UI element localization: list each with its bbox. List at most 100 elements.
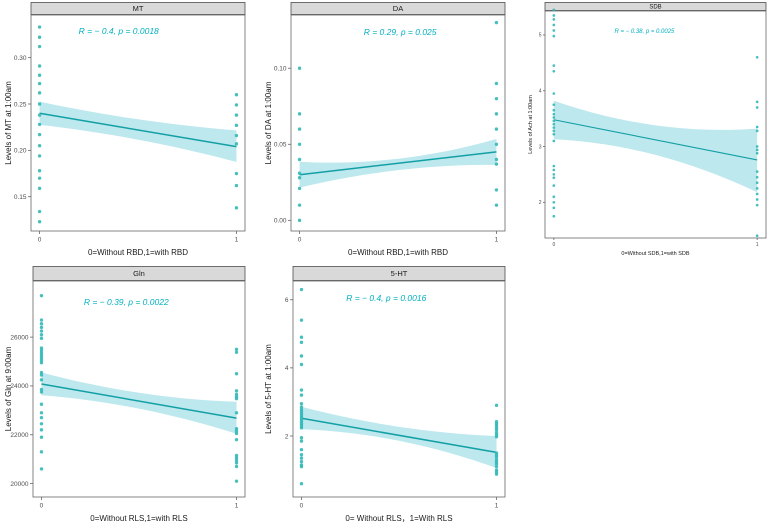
series-1-points	[234, 93, 239, 210]
data-point	[37, 209, 42, 214]
data-point	[234, 389, 239, 393]
data-point	[552, 126, 556, 129]
data-point	[494, 403, 499, 408]
regression-line	[41, 383, 237, 419]
y-tick-label: 22000	[10, 432, 28, 439]
panel-gln: Gln R = − 0.39, p = 0.0022 20000 22000 24000…	[2, 266, 254, 524]
data-point	[755, 198, 759, 201]
facet-strip	[292, 266, 506, 281]
data-point	[234, 431, 239, 436]
correlation-annotation: R = − 0.4, p = 0.0016	[346, 293, 426, 303]
data-point	[37, 154, 42, 158]
data-point	[552, 200, 556, 204]
panel-title: DA	[393, 4, 403, 13]
data-point	[552, 14, 556, 17]
panel-svg-sdb: SDB R = − 0.38, p = 0.0025 2 3 4 5 0 1 0=Without…	[528, 2, 767, 257]
data-point	[39, 373, 44, 377]
x-axis-title: 0=Without SDB,1=with SDB	[621, 251, 690, 257]
data-point	[299, 405, 304, 409]
data-point	[37, 73, 42, 77]
data-point	[234, 372, 239, 376]
data-point	[297, 142, 302, 146]
y-tick-label: 26000	[10, 334, 28, 341]
x-axis-title: 0=Without RLS,1=with RLS	[90, 514, 187, 523]
y-tick-label: 24000	[10, 383, 28, 390]
panel-mt: MT R = − 0.4, p = 0.0018 0.15 0.20 0.25 0.30 0…	[2, 2, 254, 258]
data-point	[39, 467, 44, 471]
data-point	[299, 482, 304, 486]
data-point	[755, 234, 759, 238]
panel-da: DA R = 0.29, p = 0.025 0.00 0.05 0.10 0 1 0=Wit…	[262, 2, 514, 258]
data-point	[39, 318, 44, 322]
data-point	[494, 142, 499, 146]
data-point	[234, 426, 239, 431]
data-point	[39, 329, 44, 333]
y-tick-label: 4	[539, 89, 542, 95]
y-axis-title: Levels of MT at 1:00am	[4, 81, 13, 165]
data-point	[552, 108, 556, 112]
data-point	[494, 435, 499, 439]
y-tick-label: 2	[539, 200, 542, 206]
data-point	[552, 184, 556, 187]
data-point	[299, 335, 304, 339]
data-point	[234, 396, 239, 401]
data-point	[234, 464, 239, 469]
data-point	[234, 350, 239, 354]
data-point	[234, 183, 239, 188]
data-point	[755, 55, 759, 59]
data-point	[755, 125, 759, 129]
data-point	[39, 351, 44, 355]
data-point	[552, 206, 556, 210]
series-1-points	[234, 347, 239, 483]
x-tick-label: 0	[38, 237, 42, 244]
confidence-band	[301, 406, 497, 469]
data-point	[297, 157, 302, 162]
panel-5-ht: 5-HT R = − 0.4, p = 0.0016 2 4 6 0 1 0= Without…	[262, 266, 514, 524]
data-point	[494, 472, 499, 476]
data-point	[37, 220, 42, 224]
x-tick-label: 1	[495, 237, 499, 244]
y-axis-title: Levels of DA at 1:00am	[264, 81, 273, 164]
regression-line	[553, 119, 758, 161]
y-tick-label: 0.20	[14, 148, 27, 155]
data-point	[552, 34, 556, 38]
data-point	[299, 447, 304, 452]
data-point	[234, 479, 239, 483]
panel-svg-da: DA R = 0.29, p = 0.025 0.00 0.05 0.10 0 1 0=Wit…	[264, 2, 506, 257]
data-point	[39, 435, 44, 439]
data-point	[494, 188, 499, 192]
data-point	[299, 362, 304, 367]
x-tick-label: 1	[235, 503, 239, 510]
y-tick-label: 2	[285, 433, 289, 440]
data-point	[494, 162, 499, 166]
data-point	[299, 318, 304, 322]
x-tick-label: 1	[495, 503, 499, 510]
data-point	[755, 148, 759, 152]
panel-title: Gln	[133, 269, 145, 278]
data-point	[494, 464, 499, 469]
series-1-points	[494, 20, 499, 207]
y-tick-label: 5	[539, 33, 542, 39]
y-axis-title: Levels of 5-HT at 1:00am	[264, 344, 273, 434]
data-point	[37, 102, 42, 106]
data-point	[39, 415, 44, 420]
facet-strip	[544, 2, 767, 11]
data-point	[39, 370, 44, 375]
y-tick-label: 0.15	[14, 194, 27, 201]
data-point	[39, 428, 44, 432]
data-point	[299, 354, 304, 358]
y-axis-title: Levels of Gln at 9:00am	[4, 346, 13, 431]
data-point	[552, 132, 556, 136]
data-point	[552, 139, 556, 143]
x-tick-label: 0	[300, 503, 304, 510]
data-point	[299, 456, 304, 460]
data-point	[37, 132, 42, 137]
series-0-points	[299, 287, 304, 486]
confidence-band	[553, 100, 758, 193]
data-point	[494, 157, 499, 162]
data-point	[299, 426, 304, 430]
data-point	[755, 145, 759, 148]
data-point	[297, 186, 302, 191]
data-point	[552, 176, 556, 180]
data-point	[234, 458, 239, 463]
